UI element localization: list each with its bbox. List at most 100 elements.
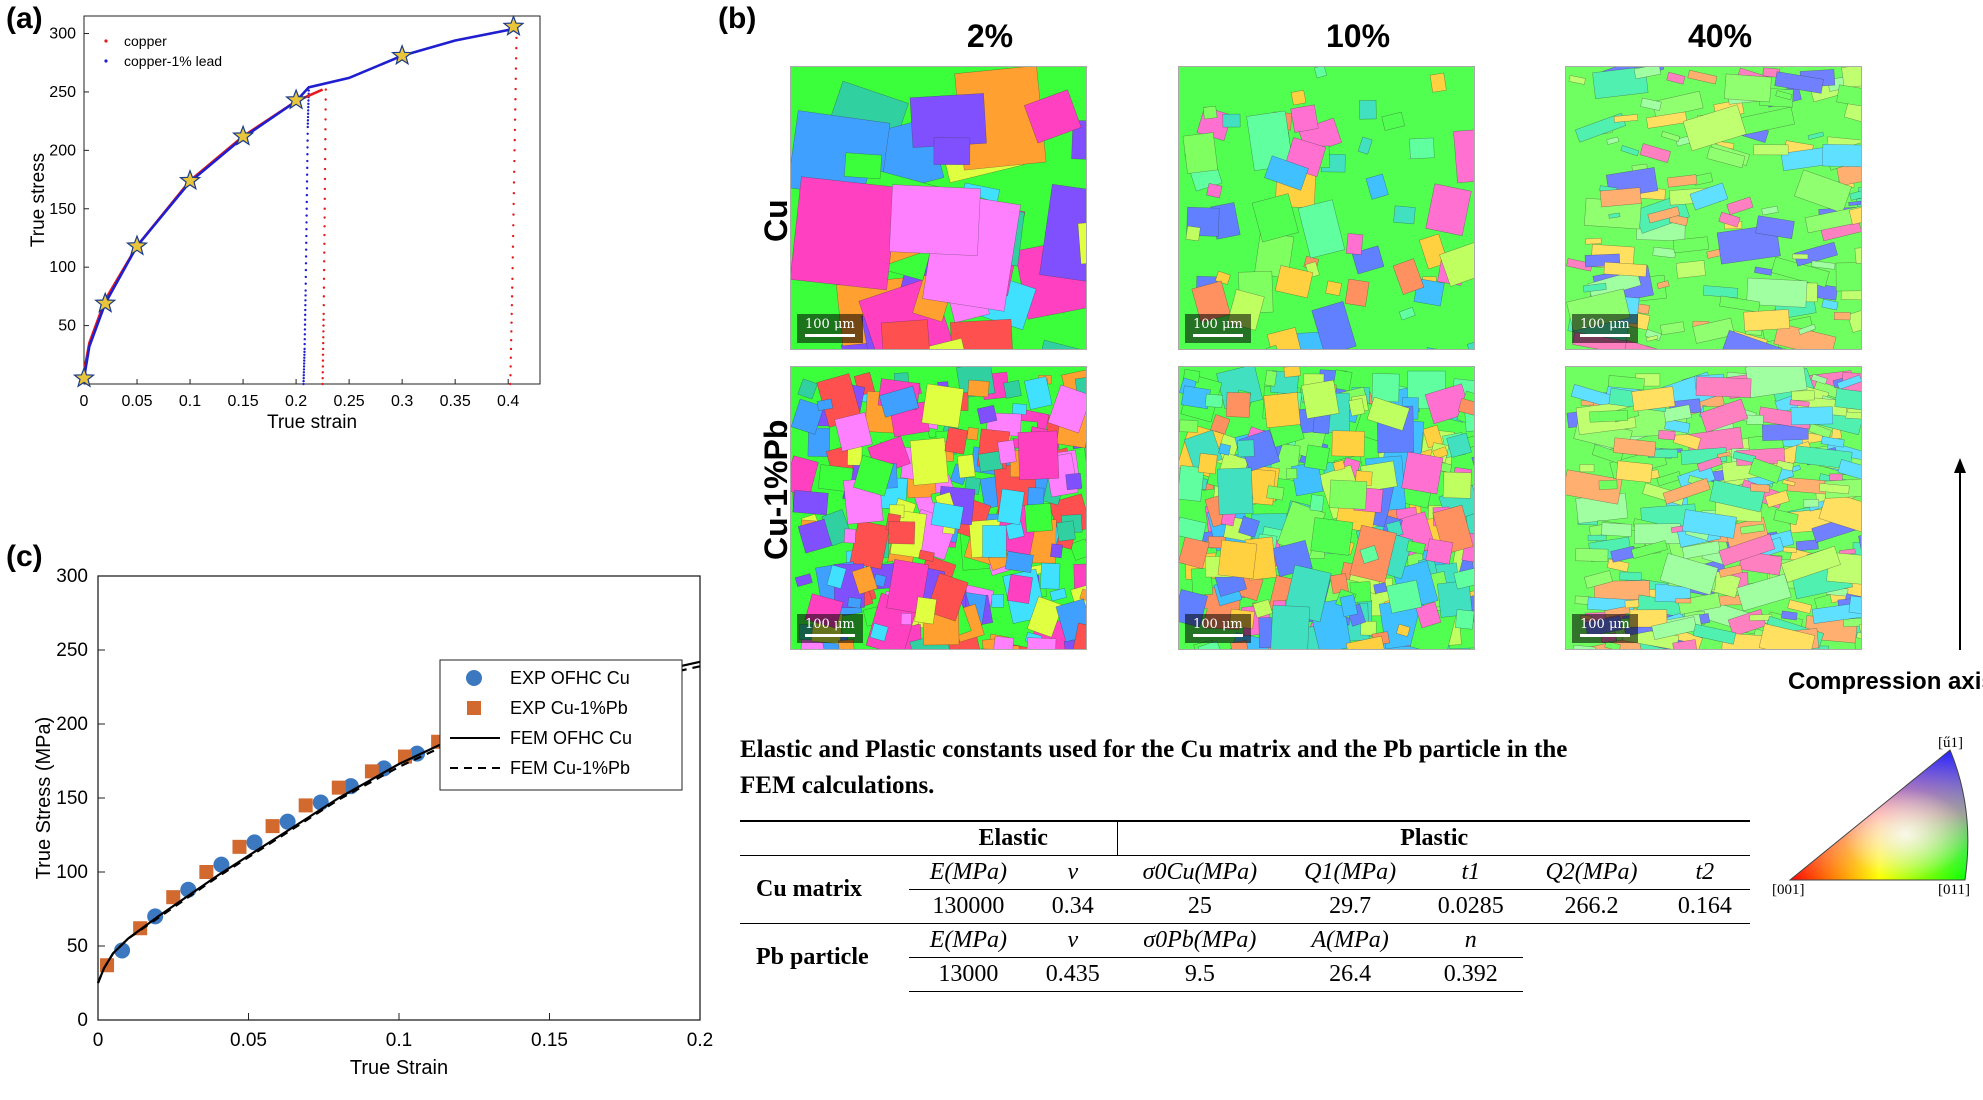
grain [1640,97,1662,111]
grain [1819,483,1850,495]
grain [1598,479,1618,490]
grain [1794,169,1852,214]
unloading-point [324,88,327,91]
data-point-square [232,839,247,854]
grain [1835,262,1861,292]
series-line-fem-cu-1pb [96,665,701,984]
table-cell: 0.164 [1677,893,1732,919]
grain [1664,418,1691,434]
unloading-point [513,118,517,121]
y-axis-label: True stress [28,153,49,247]
unloading-point [322,268,326,272]
grain [1572,644,1596,649]
grain [1811,260,1836,270]
grain [1415,601,1442,629]
grain [1666,71,1686,85]
grain [1023,89,1082,144]
compression-arrow-icon [1954,458,1966,650]
unloading-point [304,294,307,297]
grain [1848,201,1861,225]
grain [1005,521,1025,540]
table-caption: Elastic and Plastic constants used for t… [740,732,1770,804]
table-param-header: A(MPa) [1282,924,1419,958]
scale-bar-label: 100 μm [1580,617,1630,632]
grain [1453,128,1474,183]
grain [1843,617,1861,628]
table-cell: 26.4 [1281,957,1419,992]
grain [1721,330,1783,349]
unloading-point [302,379,305,383]
grain [1821,298,1839,311]
unloading-point [323,216,326,219]
x-tick-label: 0.3 [391,393,413,410]
x-tick-label: 0.15 [227,393,258,410]
grain [1682,104,1747,152]
unloading-point [307,102,310,106]
grain [900,612,912,626]
unloading-point [305,241,308,245]
table-row-head: Pb particle [756,944,869,971]
ipf-label-right: [011] [1938,882,1970,898]
grain [1856,631,1861,644]
star-marker [390,43,414,66]
grain [1743,309,1790,332]
unloading-point [304,282,307,285]
grain [1718,533,1776,567]
grain [1274,265,1314,299]
grain [1619,571,1642,581]
grain [1291,461,1324,497]
grain [1179,465,1205,502]
star-marker [502,14,525,36]
table-row: Cu matrix E(MPa) ν σ0Cu(MPa) Q1(MPa) t1 … [740,856,1750,902]
grain [1206,183,1223,199]
unloading-point [306,119,310,122]
unloading-point [303,328,307,331]
grain [1047,384,1086,434]
grain [1836,374,1861,390]
scale-bar-line [805,334,855,337]
unloading-point [303,318,307,321]
grain [843,528,857,544]
unloading-point [513,159,516,163]
grain [1179,419,1199,433]
unloading-point [304,255,308,258]
unloading-point [324,138,327,141]
grain [844,152,882,180]
unloading-point [511,234,515,238]
data-point-square [265,819,280,834]
scale-bar: 100 μm [797,614,863,643]
grain [1251,193,1299,243]
data-point-square [364,764,379,779]
star-marker [284,88,308,110]
grain [1270,605,1310,649]
ebsd-map: 100 μm [1565,66,1862,350]
grain [878,385,920,418]
grain [1659,553,1719,596]
unloading-point [305,180,309,183]
ebsd-col-label: 40% [1687,18,1753,54]
grain [1329,479,1368,510]
table-param-text: σ0Pb(MPa) [1143,927,1257,953]
grain [1446,432,1472,458]
ebsd-grain-map [1179,367,1474,649]
table-cell: 0.0285 [1437,893,1504,919]
grain [1575,548,1609,562]
unloading-point [306,125,309,129]
unloading-point [322,295,326,298]
grain [950,319,1015,349]
unloading-point [303,323,307,326]
grain [834,412,873,452]
chart-a-stress-strain: 0 0.05 0.1 0.15 0.2 0.25 0.3 0.35 0.4 50 100 150 200… [28,14,541,433]
grain [1748,457,1783,484]
grain [889,184,981,256]
grain [1634,523,1681,545]
grain [1668,214,1689,227]
grain [1072,622,1086,649]
grain [794,573,813,587]
grain [1672,639,1698,649]
unloading-point [510,312,513,316]
table-row-head: Cu matrix [756,876,862,902]
data-point-circle [213,856,230,873]
grain [1566,258,1593,272]
y-tick-label: 100 [56,862,88,883]
